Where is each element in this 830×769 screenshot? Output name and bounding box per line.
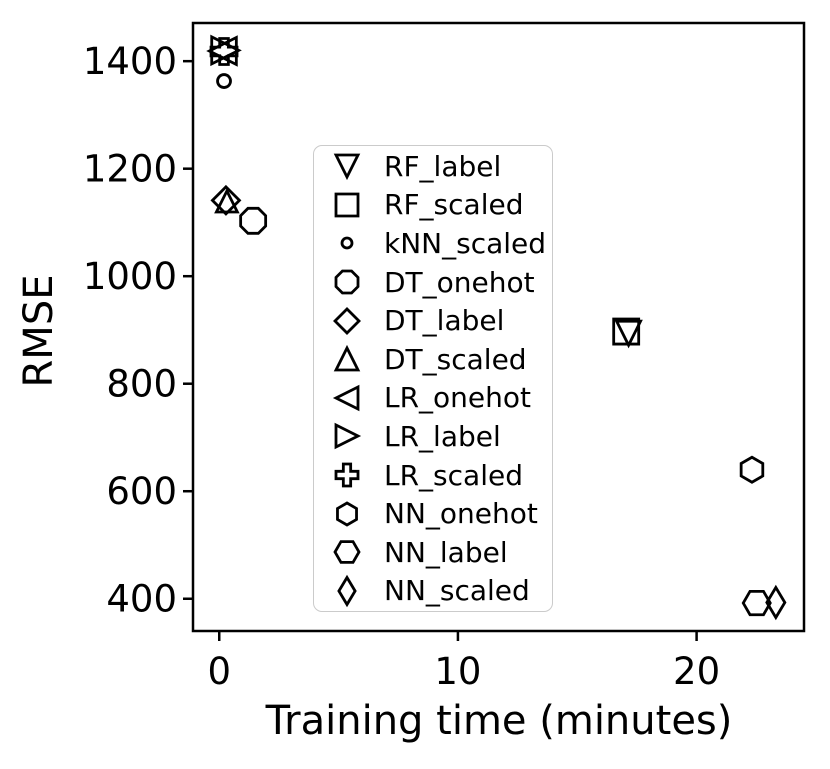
- y-tick-label: 600: [106, 470, 177, 513]
- legend-item-LR_onehot: LR_onehot: [325, 379, 552, 418]
- legend-item-RF_label: RF_label: [325, 147, 552, 186]
- y-tick-label: 400: [106, 578, 177, 621]
- y-tick-label: 800: [106, 363, 177, 406]
- legend-item-NN_label: NN_label: [325, 533, 552, 572]
- triangle_left-icon: [332, 384, 360, 412]
- legend-item-LR_label: LR_label: [325, 417, 552, 456]
- legend-label: LR_onehot: [384, 381, 532, 415]
- legend-label: DT_label: [384, 304, 505, 338]
- square-icon: [334, 192, 360, 218]
- octagon-icon: [334, 269, 360, 295]
- triangle_up-icon: [333, 345, 361, 372]
- data-marker-DT_scaled: [214, 187, 240, 214]
- diamond-icon: [333, 306, 361, 335]
- data-marker-DT_label: [210, 184, 242, 216]
- legend-label: kNN_scaled: [384, 226, 547, 260]
- legend-label: NN_onehot: [384, 497, 538, 531]
- legend-label: LR_scaled: [384, 458, 523, 492]
- y-axis-title: RMSE: [16, 274, 62, 388]
- legend-label: LR_label: [384, 419, 501, 453]
- hexagon_horizontal-icon: [333, 540, 361, 565]
- data-marker-NN_scaled: [765, 584, 787, 621]
- triangle_down-icon: [333, 153, 361, 181]
- legend-item-DT_onehot: DT_onehot: [325, 263, 552, 302]
- legend-label: DT_onehot: [384, 265, 535, 299]
- legend-item-kNN_scaled: kNN_scaled: [325, 224, 552, 263]
- x-axis-title: Training time (minutes): [265, 698, 733, 744]
- triangle_right-icon: [334, 423, 362, 450]
- legend-item-LR_scaled: LR_scaled: [325, 456, 552, 495]
- legend-label: DT_scaled: [384, 342, 527, 376]
- legend-label: NN_label: [384, 535, 508, 569]
- data-marker-NN_label: [741, 589, 772, 617]
- legend-item-NN_onehot: NN_onehot: [325, 494, 552, 533]
- y-tick-label: 1200: [83, 148, 177, 191]
- legend-item-RF_scaled: RF_scaled: [325, 186, 552, 225]
- data-marker-DT_onehot: [239, 206, 268, 235]
- circle_small-icon: [340, 237, 354, 250]
- data-marker-RF_label: [614, 319, 643, 349]
- hexagon_vertical-icon: [336, 501, 358, 527]
- y-tick-label: 1400: [83, 40, 177, 83]
- plot-border: [191, 21, 806, 633]
- legend: RF_label RF_scaled kNN_scaled DT_onehot DT_l…: [313, 145, 553, 612]
- legend-label: RF_label: [384, 149, 502, 183]
- x-tick-label: 0: [207, 650, 231, 693]
- legend-label: RF_scaled: [384, 188, 524, 222]
- legend-item-NN_scaled: NN_scaled: [325, 572, 552, 611]
- thin_diamond-icon: [337, 574, 357, 608]
- x-tick-label: 20: [673, 650, 720, 693]
- legend-item-DT_scaled: DT_scaled: [325, 340, 552, 379]
- data-marker-NN_onehot: [739, 455, 765, 484]
- data-marker-LR_scaled: [209, 37, 239, 66]
- legend-label: NN_scaled: [384, 574, 530, 608]
- y-tick-label: 1000: [83, 255, 177, 298]
- data-marker-RF_scaled: [612, 317, 641, 346]
- x-tick-label: 10: [434, 650, 481, 693]
- plus-icon: [334, 462, 360, 488]
- legend-item-DT_label: DT_label: [325, 301, 552, 340]
- data-marker-kNN_scaled: [216, 73, 232, 89]
